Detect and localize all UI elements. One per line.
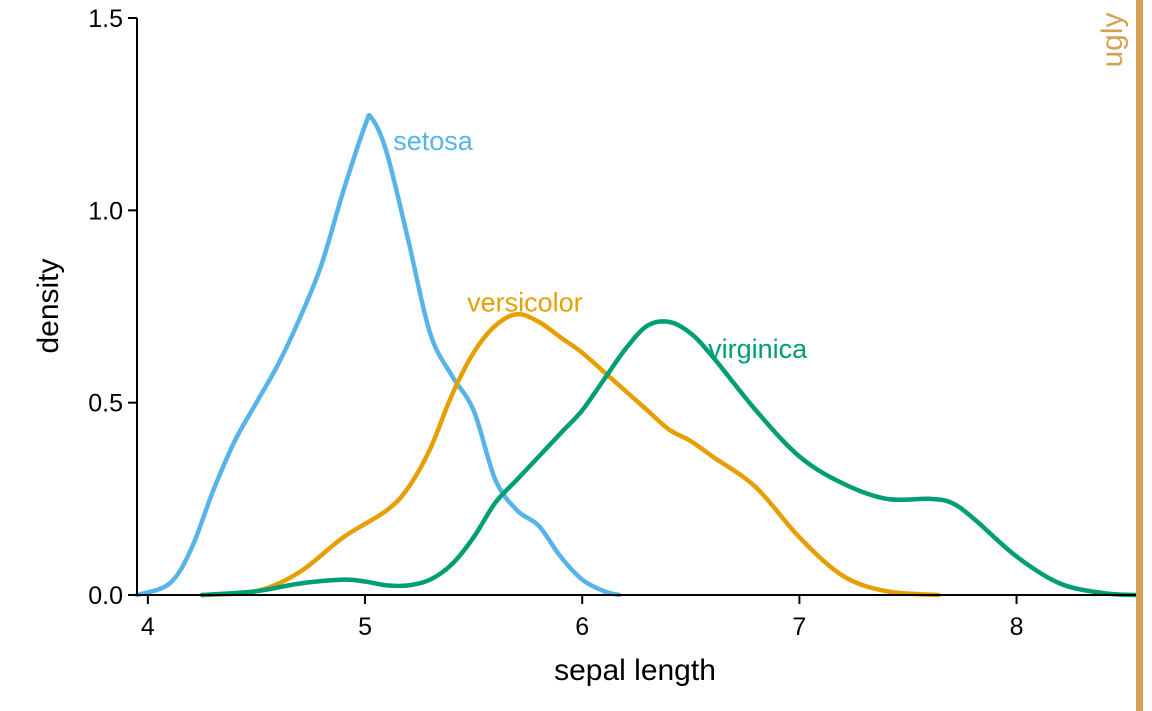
x-tick-label: 6 [575, 613, 589, 641]
series-line-setosa [134, 112, 622, 598]
facet-strip-bar [1136, 0, 1143, 711]
series-label-virginica: virginica [708, 334, 808, 364]
series-label-setosa: setosa [393, 126, 474, 156]
x-axis-ticks: 4 5 6 7 8 [141, 595, 1024, 641]
y-axis-ticks: 0.0 0.5 1.0 1.5 [88, 5, 137, 610]
series-line-virginica [199, 319, 1139, 598]
series-line-versicolor [199, 311, 941, 598]
x-tick-label: 4 [141, 613, 155, 641]
x-tick-label: 8 [1010, 613, 1024, 641]
density-curves [134, 112, 1139, 598]
y-axis-title: density [32, 258, 65, 353]
series-labels: setosa versicolor virginica [393, 126, 808, 364]
y-tick-label: 0.0 [88, 582, 123, 610]
y-tick-label: 1.0 [88, 197, 123, 225]
facet-strip-label: ugly [1096, 12, 1129, 67]
y-tick-label: 0.5 [88, 390, 123, 418]
series-label-versicolor: versicolor [467, 288, 583, 318]
x-tick-label: 7 [792, 613, 806, 641]
x-tick-label: 5 [358, 613, 372, 641]
x-axis-title: sepal length [554, 654, 716, 687]
y-tick-label: 1.5 [88, 5, 123, 33]
